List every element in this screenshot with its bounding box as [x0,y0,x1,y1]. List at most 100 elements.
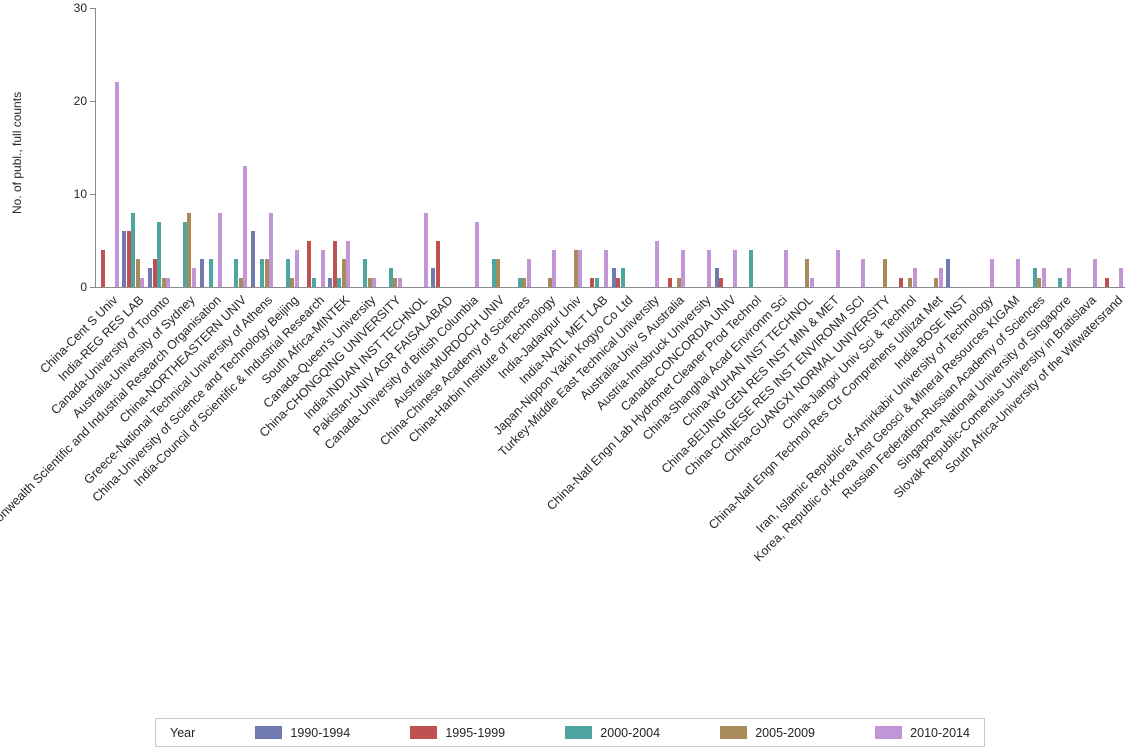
bar-1995-1999 [590,277,595,287]
y-tick-label: 0 [80,280,87,294]
bar-2000-2004 [1032,268,1037,287]
bar-2000-2004 [131,212,136,287]
bar-2010-2014 [681,249,686,287]
y-tick-label: 20 [73,94,87,108]
bar-1995-1999 [719,277,724,287]
y-tick-mark [90,287,95,288]
bar-2005-2009 [393,277,398,287]
bar-2000-2004 [208,259,213,287]
bar-2000-2004 [234,259,239,287]
y-tick-label: 30 [73,1,87,15]
legend-swatch [255,726,283,739]
bar-1990-1994 [946,259,951,287]
bar-2000-2004 [182,221,187,287]
bar-2010-2014 [938,268,943,287]
bar-1995-1999 [152,259,157,287]
bar-2010-2014 [603,249,608,287]
bar-1995-1999 [307,240,312,287]
bar-2005-2009 [908,277,913,287]
bar-2010-2014 [191,268,196,287]
bar-2010-2014 [1015,259,1020,287]
bar-2005-2009 [290,277,295,287]
bar-2000-2004 [594,277,599,287]
bar-2010-2014 [294,249,299,287]
y-axis-line [95,8,96,287]
bar-2005-2009 [882,259,887,287]
legend: Year 1990-1994 1995-1999 2000-2004 2005-200… [155,718,985,747]
bar-1990-1994 [431,268,436,287]
bar-2005-2009 [341,259,346,287]
bar-2000-2004 [285,259,290,287]
bar-1995-1999 [616,277,621,287]
bar-1995-1999 [667,277,672,287]
bar-2010-2014 [269,212,274,287]
bar-1990-1994 [611,268,616,287]
legend-item-1990-1994: 1990-1994 [255,726,350,740]
legend-swatch [410,726,438,739]
bar-2010-2014 [397,277,402,287]
bar-2010-2014 [784,249,789,287]
bar-2000-2004 [1058,277,1063,287]
bar-1990-1994 [148,268,153,287]
legend-item-1995-1999: 1995-1999 [410,726,505,740]
bar-2010-2014 [912,268,917,287]
bar-2010-2014 [423,212,428,287]
bar-2010-2014 [526,259,531,287]
bar-2005-2009 [367,277,372,287]
bar-2010-2014 [166,277,171,287]
legend-item-2010-2014: 2010-2014 [875,726,970,740]
bar-2000-2004 [620,268,625,287]
bar-2000-2004 [311,277,316,287]
bar-2005-2009 [238,277,243,287]
bar-2005-2009 [1037,277,1042,287]
bar-2005-2009 [573,249,578,287]
bar-2000-2004 [491,259,496,287]
bar-2000-2004 [363,259,368,287]
bar-1995-1999 [435,240,440,287]
legend-swatch [875,726,903,739]
bar-2000-2004 [157,221,162,287]
legend-label: 2005-2009 [755,725,816,740]
legend-item-2000-2004: 2000-2004 [565,726,660,740]
bar-2005-2009 [187,212,192,287]
bar-2010-2014 [372,277,377,287]
bar-2005-2009 [496,259,501,287]
bar-2010-2014 [475,221,480,287]
y-tick-mark [90,8,95,9]
bar-2000-2004 [337,277,342,287]
bar-2010-2014 [655,240,660,287]
y-tick-mark [90,194,95,195]
bar-1995-1999 [101,249,106,287]
bar-1990-1994 [251,231,256,287]
legend-label: 1995-1999 [445,725,506,740]
bar-2005-2009 [264,259,269,287]
bar-1990-1994 [714,268,719,287]
bar-2010-2014 [809,277,814,287]
bar-2010-2014 [217,212,222,287]
bar-2010-2014 [990,259,995,287]
bar-2010-2014 [552,249,557,287]
bar-2005-2009 [522,277,527,287]
bar-2010-2014 [1093,259,1098,287]
bar-2000-2004 [517,277,522,287]
bar-2010-2014 [1067,268,1072,287]
legend-swatch [720,726,748,739]
bar-2000-2004 [749,249,754,287]
bar-2005-2009 [805,259,810,287]
legend-label: 2010-2014 [910,725,970,740]
bar-2010-2014 [114,82,119,287]
bar-2010-2014 [578,249,583,287]
bar-2005-2009 [547,277,552,287]
bar-2010-2014 [243,166,248,287]
bar-1990-1994 [199,259,204,287]
bar-1995-1999 [1105,277,1110,287]
legend-item-2005-2009: 2005-2009 [720,726,815,740]
bar-1990-1994 [122,231,127,287]
bar-1995-1999 [899,277,904,287]
bar-1995-1999 [332,240,337,287]
bar-2010-2014 [861,259,866,287]
legend-label: 1990-1994 [290,725,351,740]
bar-2005-2009 [135,259,140,287]
